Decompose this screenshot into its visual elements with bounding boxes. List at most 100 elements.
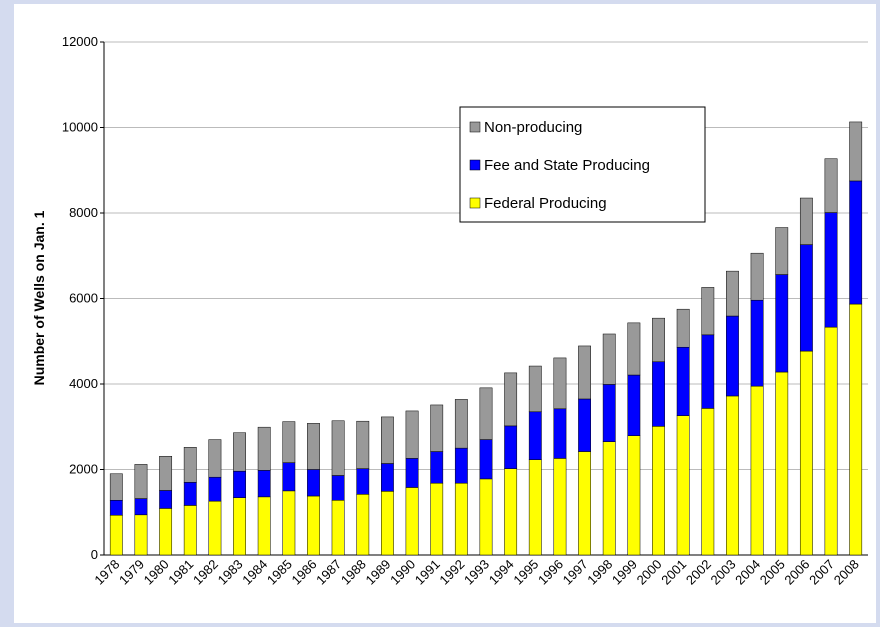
bar-segment bbox=[824, 326, 838, 556]
bar-segment bbox=[282, 462, 296, 492]
bar-segment bbox=[652, 361, 665, 427]
bar-segment bbox=[307, 423, 320, 470]
bar-segment bbox=[553, 458, 567, 556]
legend-swatch bbox=[469, 159, 481, 171]
bar-segment bbox=[726, 315, 739, 397]
bar-segment bbox=[331, 500, 345, 556]
bar-segment bbox=[233, 432, 246, 472]
bar-segment bbox=[257, 426, 271, 471]
bar-segment bbox=[676, 415, 690, 556]
bar-segment bbox=[504, 372, 518, 427]
bar-segment bbox=[331, 420, 345, 476]
bar-segment bbox=[652, 426, 665, 556]
y-tick-label: 8000 bbox=[69, 205, 98, 220]
bar-segment bbox=[282, 421, 296, 463]
bar-segment bbox=[282, 490, 296, 556]
bar-segment bbox=[553, 357, 567, 410]
bar-segment bbox=[504, 468, 518, 556]
bar-segment bbox=[405, 458, 419, 488]
bar-segment bbox=[799, 350, 813, 556]
bar-segment bbox=[183, 482, 197, 506]
bar-segment bbox=[726, 270, 739, 317]
legend-label: Fee and State Producing bbox=[484, 157, 650, 174]
bar-segment bbox=[627, 435, 641, 556]
bar-segment bbox=[849, 303, 863, 556]
bar-segment bbox=[159, 490, 173, 509]
bar-segment bbox=[356, 420, 370, 469]
y-tick-label: 10000 bbox=[62, 120, 98, 135]
bar-segment bbox=[307, 469, 320, 497]
bar-segment bbox=[602, 333, 616, 385]
bar-segment bbox=[257, 496, 271, 556]
bar-segment bbox=[109, 473, 123, 501]
legend-swatch bbox=[469, 121, 481, 133]
bar-segment bbox=[578, 345, 591, 400]
bar-segment bbox=[750, 252, 764, 301]
bar-segment bbox=[627, 374, 641, 436]
bar-segment bbox=[775, 371, 789, 556]
bar-segment bbox=[454, 399, 468, 449]
bar-segment bbox=[726, 395, 739, 556]
bar-segment bbox=[479, 478, 493, 556]
bar-segment bbox=[134, 464, 148, 499]
bar-segment bbox=[652, 317, 665, 363]
bar-segment bbox=[849, 121, 863, 182]
bar-segment bbox=[578, 398, 591, 452]
bar-segment bbox=[430, 451, 444, 484]
legend-label: Non-producing bbox=[484, 119, 582, 136]
bar-segment bbox=[159, 455, 173, 491]
bar-segment bbox=[381, 463, 394, 492]
bar-segment bbox=[701, 334, 715, 409]
bar-segment bbox=[750, 299, 764, 387]
bar-segment bbox=[799, 244, 813, 352]
bar-segment bbox=[602, 384, 616, 442]
y-tick-label: 2000 bbox=[69, 462, 98, 477]
bar-segment bbox=[454, 482, 468, 556]
bar-segment bbox=[430, 482, 444, 556]
bar-segment bbox=[257, 470, 271, 498]
bar-segment bbox=[479, 439, 493, 480]
bar-segment bbox=[553, 408, 567, 459]
bar-segment bbox=[578, 451, 591, 556]
bar-segment bbox=[430, 404, 444, 452]
bar-segment bbox=[775, 274, 789, 373]
legend-box bbox=[459, 106, 706, 223]
bar-segment bbox=[676, 308, 690, 348]
bar-segment bbox=[627, 322, 641, 376]
bar-segment bbox=[331, 475, 345, 501]
bar-segment bbox=[504, 425, 518, 469]
bar-segment bbox=[381, 491, 394, 556]
y-tick-label: 0 bbox=[91, 547, 98, 562]
bar-segment bbox=[307, 495, 320, 556]
bar-segment bbox=[528, 459, 542, 556]
bar-segment bbox=[233, 470, 246, 498]
y-tick-label: 4000 bbox=[69, 376, 98, 391]
bar-segment bbox=[528, 411, 542, 460]
y-axis-title: Number of Wells on Jan. 1 bbox=[31, 210, 47, 385]
bar-segment bbox=[405, 487, 419, 556]
bar-segment bbox=[381, 416, 394, 464]
bar-segment bbox=[454, 447, 468, 484]
bar-segment bbox=[849, 180, 863, 305]
bar-segment bbox=[208, 476, 222, 502]
bar-segment bbox=[775, 227, 789, 275]
bar-segment bbox=[824, 212, 838, 328]
bar-segment bbox=[356, 468, 370, 495]
bar-segment bbox=[676, 346, 690, 416]
legend-label: Federal Producing bbox=[484, 195, 607, 212]
bar-segment bbox=[183, 505, 197, 556]
legend-swatch bbox=[469, 197, 481, 209]
bar-segment bbox=[109, 500, 123, 516]
bar-segment bbox=[109, 514, 123, 556]
bar-segment bbox=[356, 494, 370, 556]
bar-segment bbox=[602, 441, 616, 556]
bar-segment bbox=[799, 197, 813, 245]
bar-segment bbox=[701, 408, 715, 556]
bar-segment bbox=[750, 385, 764, 556]
y-tick-label: 12000 bbox=[62, 34, 98, 49]
bar-segment bbox=[528, 365, 542, 413]
bar-segment bbox=[208, 439, 222, 478]
bar-segment bbox=[479, 387, 493, 440]
